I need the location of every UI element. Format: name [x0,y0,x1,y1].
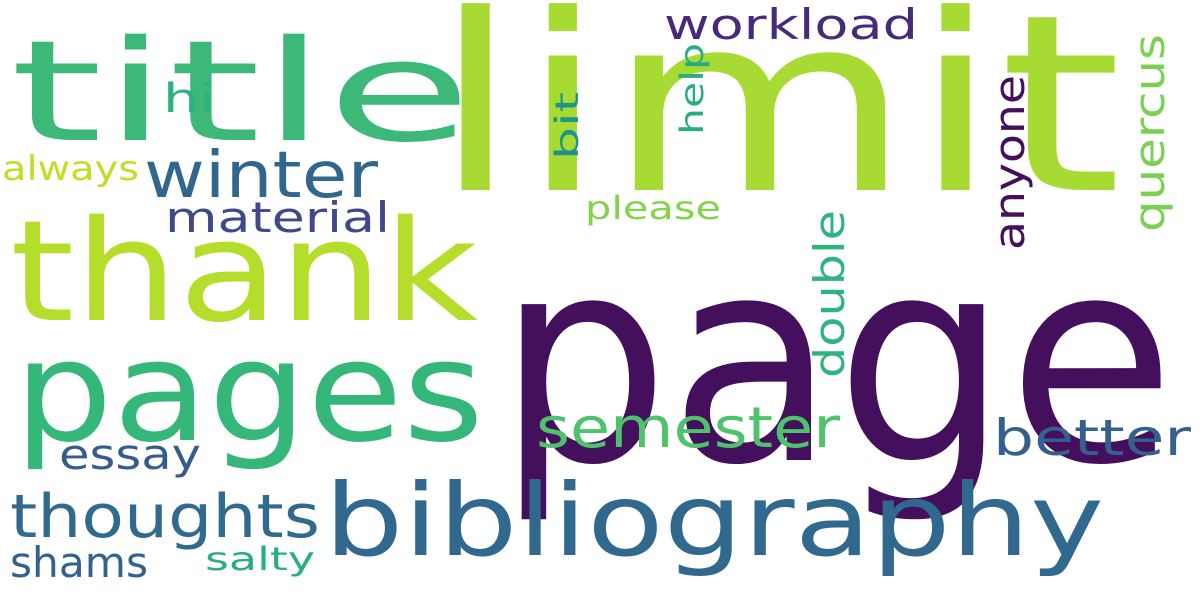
word-page: page [497,196,1175,528]
word-pages: pages [14,311,484,474]
word-quercus: quercus [1125,34,1174,232]
word-bit: bit [548,92,586,160]
word-material: material [165,193,390,242]
word-anyone: anyone [985,75,1034,250]
word-hi: hi [163,76,215,122]
word-bibliography: bibliography [324,462,1104,579]
word-thoughts: thoughts [10,482,320,552]
word-please: please [585,189,721,227]
word-winter: winter [144,139,379,213]
word-better: better [993,409,1192,467]
word-double: double [805,210,854,378]
word-shams: shams [10,538,148,587]
word-thank: thank [10,191,478,354]
word-limit: limit [432,0,1122,249]
word-help: help [673,43,711,135]
word-workload: workload [664,0,918,49]
word-always: always [2,149,139,189]
word-title: title [10,11,472,174]
word-semester: semester [536,396,841,461]
word-essay: essay [59,430,201,479]
word-salty: salty [205,540,315,578]
